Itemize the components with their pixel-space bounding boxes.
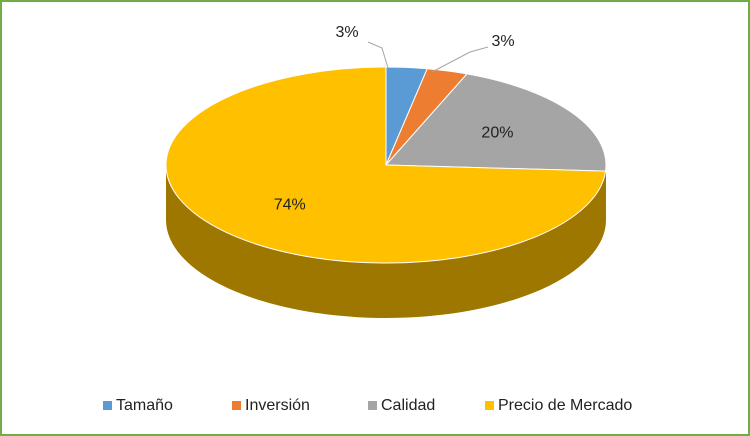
data-labels: 3% 3% 20% 74%	[274, 24, 515, 213]
legend-swatch	[368, 401, 377, 410]
pie-sides	[166, 165, 606, 318]
legend-swatch	[485, 401, 494, 410]
legend-label: Precio de Mercado	[498, 397, 632, 414]
leader-line	[367, 41, 389, 69]
data-label: 74%	[274, 196, 306, 213]
legend-swatch	[232, 401, 241, 410]
pie-slice	[384, 73, 607, 172]
legend: Tamaño Inversión Calidad Precio de Mercado	[103, 397, 632, 414]
legend-label: Calidad	[381, 397, 435, 414]
pie-tops	[165, 66, 607, 264]
pie-slice	[165, 66, 607, 264]
data-label: 3%	[491, 33, 514, 50]
data-label: 3%	[335, 24, 358, 41]
legend-label: Inversión	[245, 397, 310, 414]
pie-side	[166, 165, 606, 318]
legend-label: Tamaño	[116, 397, 173, 414]
legend-swatch	[103, 401, 112, 410]
leader-line	[431, 46, 489, 73]
data-label: 20%	[481, 125, 513, 142]
